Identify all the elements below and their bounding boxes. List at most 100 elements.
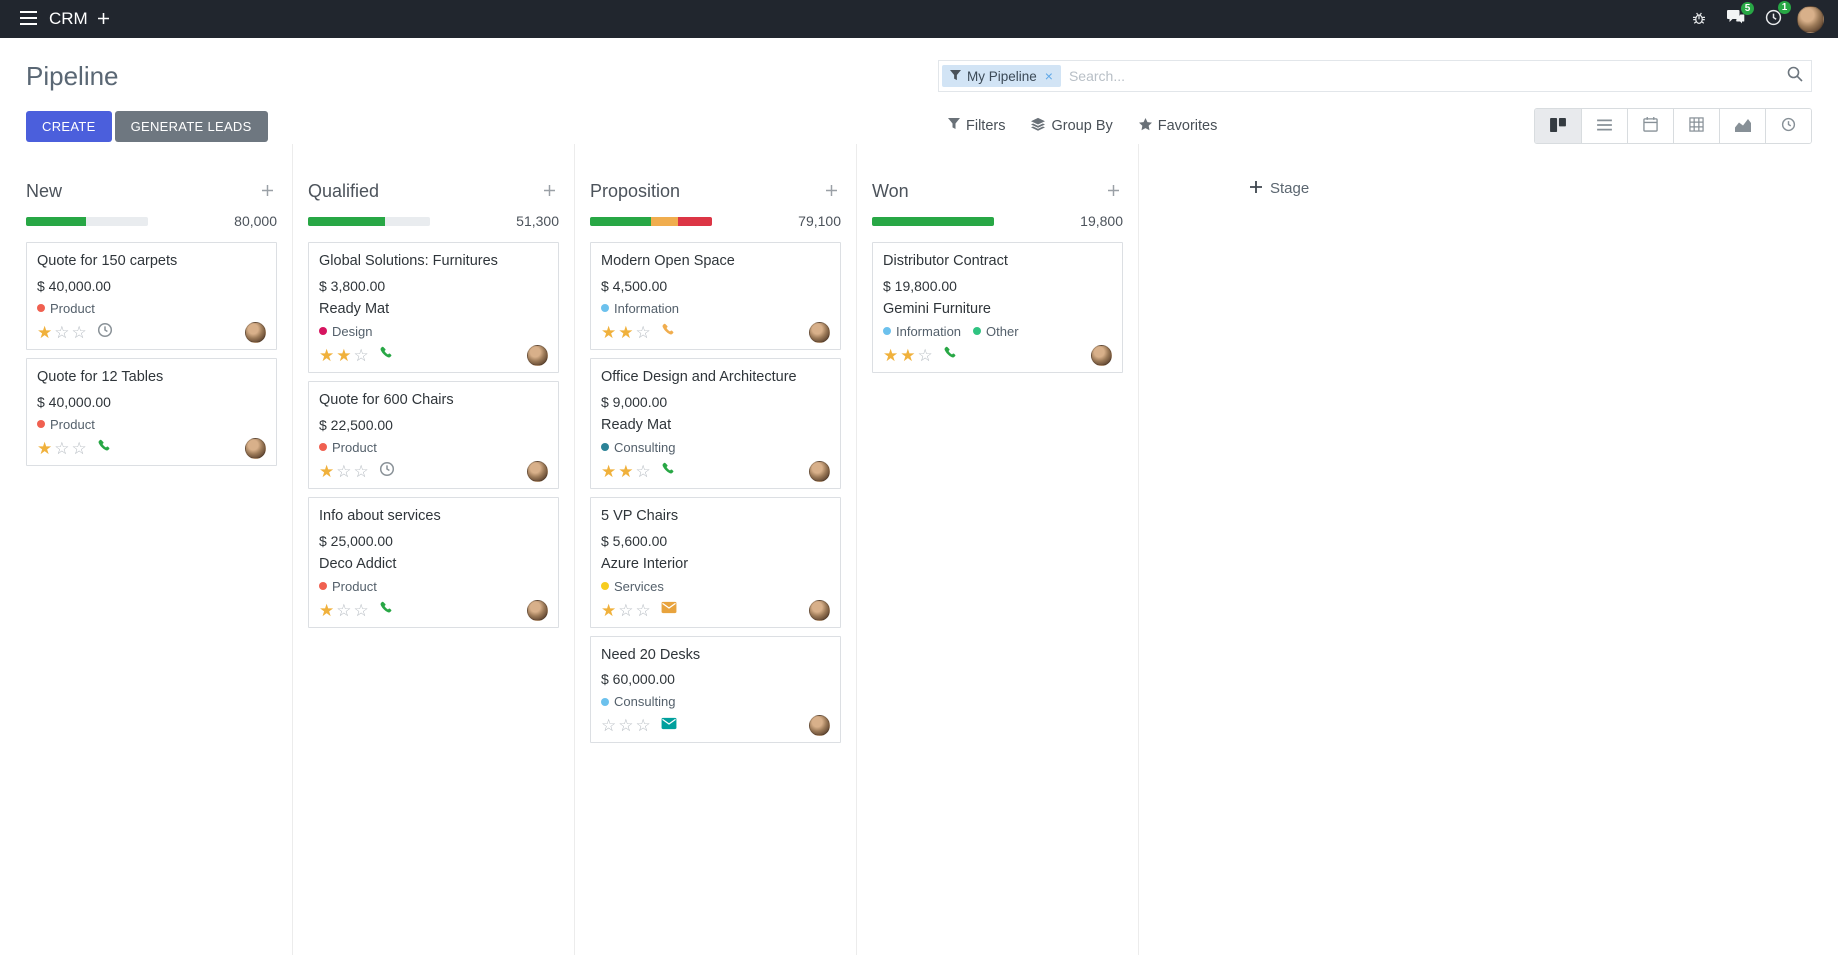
column-progressbar[interactable]	[26, 216, 148, 226]
column-title[interactable]: Proposition	[590, 181, 681, 201]
priority-star[interactable]	[636, 717, 651, 734]
search-facet[interactable]: My Pipeline ×	[942, 65, 1061, 87]
add-stage-button[interactable]: Stage	[1250, 180, 1309, 197]
priority-star[interactable]	[636, 602, 651, 619]
priority-star[interactable]	[354, 602, 369, 619]
priority-star[interactable]	[336, 347, 351, 364]
add-app-button[interactable]	[92, 6, 115, 33]
salesperson-avatar[interactable]	[527, 460, 548, 482]
pivot-view-button[interactable]	[1673, 109, 1719, 143]
priority-star[interactable]	[618, 602, 633, 619]
favorites-button[interactable]: Favorites	[1129, 112, 1228, 141]
priority-star[interactable]	[354, 463, 369, 480]
phone-activity-icon[interactable]	[661, 461, 676, 481]
column-title[interactable]: New	[26, 181, 63, 201]
kanban-card[interactable]: Modern Open Space $ 4,500.00 Information	[590, 242, 841, 350]
phone-activity-icon[interactable]	[943, 345, 958, 365]
search-icon[interactable]	[1787, 66, 1803, 87]
column-title[interactable]: Qualified	[308, 181, 380, 201]
priority-star[interactable]	[601, 324, 616, 341]
priority-star[interactable]	[72, 440, 87, 457]
kanban-card[interactable]: Distributor Contract $ 19,800.00 Gemini …	[872, 242, 1123, 373]
priority-star[interactable]	[636, 324, 651, 341]
phone-activity-icon[interactable]	[379, 600, 394, 620]
progress-segment[interactable]	[308, 216, 385, 226]
priority-star[interactable]	[54, 324, 69, 341]
salesperson-avatar[interactable]	[809, 599, 830, 621]
priority-star[interactable]	[900, 347, 915, 364]
salesperson-avatar[interactable]	[809, 715, 830, 737]
priority-star[interactable]	[336, 602, 351, 619]
salesperson-avatar[interactable]	[527, 344, 548, 366]
column-progressbar[interactable]	[872, 216, 994, 226]
kanban-card[interactable]: 5 VP Chairs $ 5,600.00 Azure Interior Se…	[590, 496, 841, 628]
create-button[interactable]: CREATE	[26, 110, 112, 142]
salesperson-avatar[interactable]	[527, 599, 548, 621]
priority-star[interactable]	[37, 440, 52, 457]
clock-activity-icon[interactable]	[97, 322, 113, 343]
clock-activity-icon[interactable]	[379, 461, 395, 482]
column-title[interactable]: Won	[872, 181, 909, 201]
phone-activity-icon[interactable]	[379, 345, 394, 365]
kanban-card[interactable]: Quote for 150 carpets $ 40,000.00 Produc…	[26, 242, 277, 350]
salesperson-avatar[interactable]	[809, 460, 830, 482]
phone-activity-icon[interactable]	[97, 438, 112, 458]
group-by-button[interactable]: Group By	[1021, 111, 1122, 141]
menu-button[interactable]	[14, 5, 43, 34]
progress-segment[interactable]	[872, 216, 994, 226]
column-progressbar[interactable]	[590, 216, 712, 226]
priority-star[interactable]	[618, 717, 633, 734]
progress-segment[interactable]	[26, 216, 86, 226]
priority-star[interactable]	[54, 440, 69, 457]
priority-star[interactable]	[319, 347, 334, 364]
priority-star[interactable]	[601, 463, 616, 480]
activity-view-button[interactable]	[1765, 109, 1811, 143]
priority-star[interactable]	[601, 602, 616, 619]
priority-star[interactable]	[618, 463, 633, 480]
salesperson-avatar[interactable]	[1091, 344, 1112, 366]
kanban-card[interactable]: Quote for 12 Tables $ 40,000.00 Product	[26, 357, 277, 466]
app-name[interactable]: CRM	[49, 9, 88, 28]
priority-star[interactable]	[883, 347, 898, 364]
priority-star[interactable]	[918, 347, 933, 364]
priority-star[interactable]	[37, 324, 52, 341]
kanban-card[interactable]: Quote for 600 Chairs $ 22,500.00 Product	[308, 380, 559, 489]
quick-create-button[interactable]	[822, 180, 841, 203]
activities-button[interactable]: 1	[1760, 1, 1791, 34]
kanban-card[interactable]: Global Solutions: Furnitures $ 3,800.00 …	[308, 242, 559, 373]
priority-star[interactable]	[336, 463, 351, 480]
salesperson-avatar[interactable]	[245, 437, 266, 459]
messages-button[interactable]: 5	[1722, 2, 1754, 33]
kanban-card[interactable]: Need 20 Desks $ 60,000.00 Consulting	[590, 635, 841, 744]
envelope-activity-icon[interactable]	[661, 601, 677, 619]
user-avatar[interactable]	[1797, 5, 1824, 33]
generate-leads-button[interactable]: GENERATE LEADS	[114, 110, 268, 142]
progress-segment[interactable]	[677, 216, 712, 226]
salesperson-avatar[interactable]	[245, 321, 266, 343]
priority-star[interactable]	[72, 324, 87, 341]
kanban-view-button[interactable]	[1535, 109, 1581, 143]
priority-star[interactable]	[601, 717, 616, 734]
priority-star[interactable]	[636, 463, 651, 480]
facet-remove-button[interactable]: ×	[1044, 68, 1053, 84]
quick-create-button[interactable]	[258, 180, 277, 203]
envelope-activity-icon[interactable]	[661, 717, 677, 735]
salesperson-avatar[interactable]	[809, 321, 830, 343]
progress-segment[interactable]	[651, 216, 678, 226]
search-input[interactable]	[1060, 68, 1787, 84]
quick-create-button[interactable]	[540, 180, 559, 203]
priority-star[interactable]	[354, 347, 369, 364]
priority-star[interactable]	[618, 324, 633, 341]
filters-button[interactable]: Filters	[938, 112, 1015, 140]
priority-star[interactable]	[319, 602, 334, 619]
kanban-card[interactable]: Info about services $ 25,000.00 Deco Add…	[308, 496, 559, 628]
search-bar[interactable]: My Pipeline ×	[938, 60, 1812, 92]
progress-segment[interactable]	[590, 216, 651, 226]
column-progressbar[interactable]	[308, 216, 430, 226]
graph-view-button[interactable]	[1719, 109, 1765, 143]
quick-create-button[interactable]	[1104, 180, 1123, 203]
priority-star[interactable]	[319, 463, 334, 480]
kanban-card[interactable]: Office Design and Architecture $ 9,000.0…	[590, 357, 841, 489]
debug-button[interactable]	[1686, 5, 1712, 34]
calendar-view-button[interactable]	[1627, 109, 1673, 143]
